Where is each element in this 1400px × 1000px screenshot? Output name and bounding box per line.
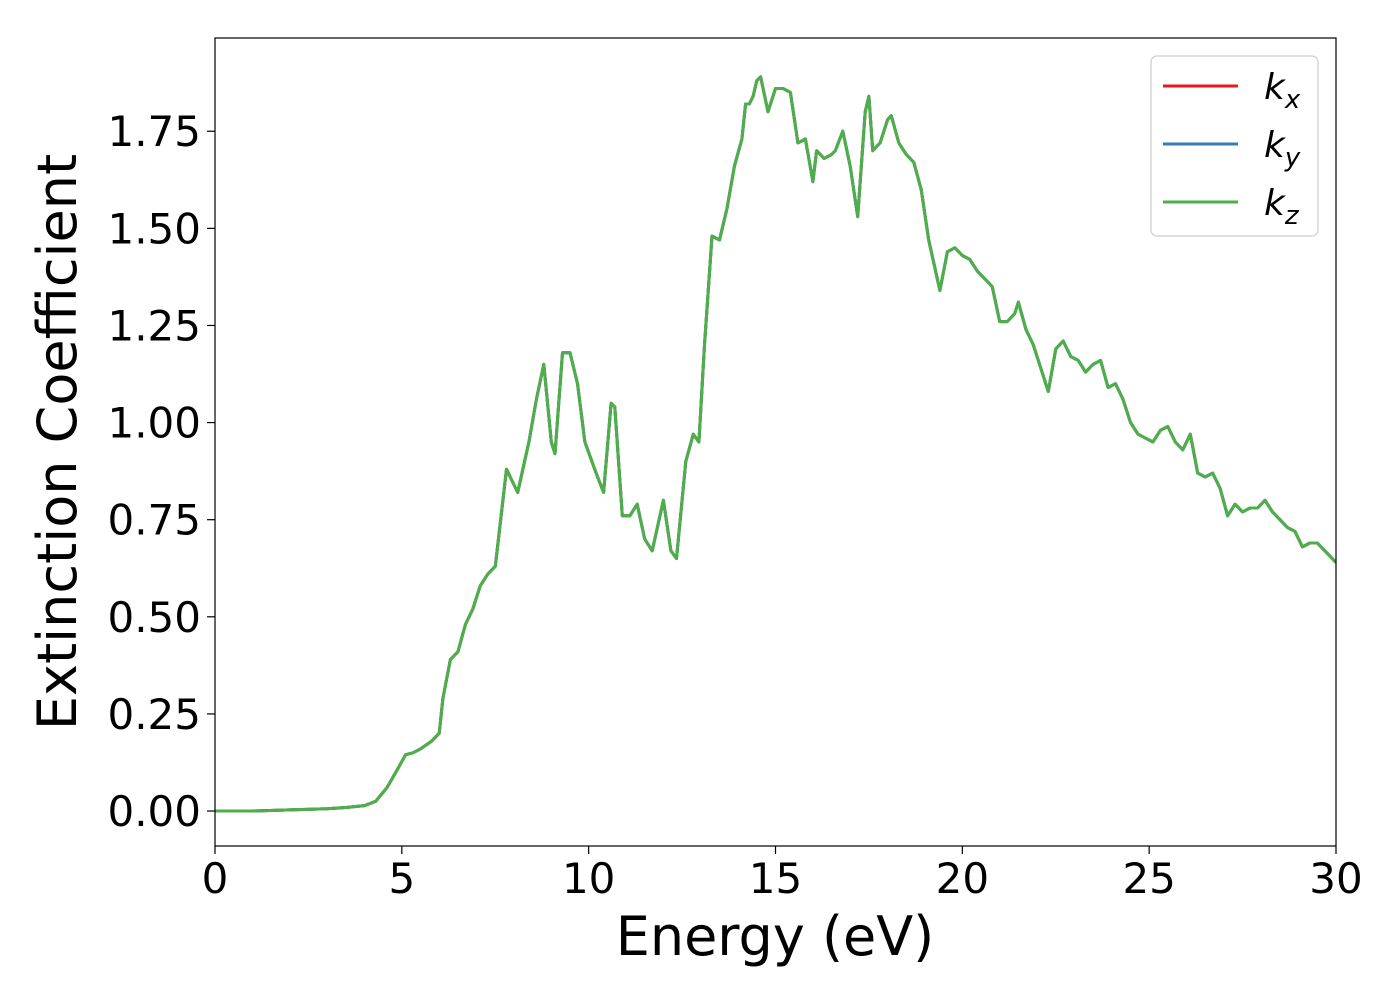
y-tick-label: 0.75 <box>107 496 201 545</box>
y-tick-label: 0.25 <box>107 690 201 739</box>
legend-label-k-x: kx <box>1264 67 1301 115</box>
x-tick-label: 25 <box>1122 854 1175 903</box>
y-tick-label: 0.00 <box>107 787 201 836</box>
x-tick-label: 20 <box>936 854 989 903</box>
y-tick-label: 1.25 <box>107 301 201 350</box>
series-layer <box>215 75 1336 813</box>
x-tick-label: 0 <box>202 854 229 903</box>
x-tick-label: 30 <box>1309 854 1362 903</box>
legend-label-k-z: kz <box>1264 183 1300 231</box>
y-axis: 0.00 0.25 0.50 0.75 1.00 1.25 1.50 1.75 <box>107 107 215 836</box>
y-tick-label: 1.75 <box>107 107 201 156</box>
y-axis-title: Extinction Coefficient <box>26 154 89 730</box>
x-axis-title: Energy (eV) <box>616 905 935 968</box>
x-tick-label: 5 <box>388 854 415 903</box>
x-tick-label: 10 <box>562 854 615 903</box>
legend-label-k-y: ky <box>1264 125 1301 173</box>
x-axis: 0 5 10 15 20 25 30 <box>202 846 1363 903</box>
y-tick-label: 1.00 <box>107 399 201 448</box>
legend-box <box>1150 55 1319 237</box>
y-tick-label: 0.50 <box>107 593 201 642</box>
y-tick-label: 1.50 <box>107 204 201 253</box>
x-tick-label: 15 <box>749 854 802 903</box>
series-line-k-z <box>215 75 1336 813</box>
legend: kx ky kz <box>1150 55 1319 237</box>
